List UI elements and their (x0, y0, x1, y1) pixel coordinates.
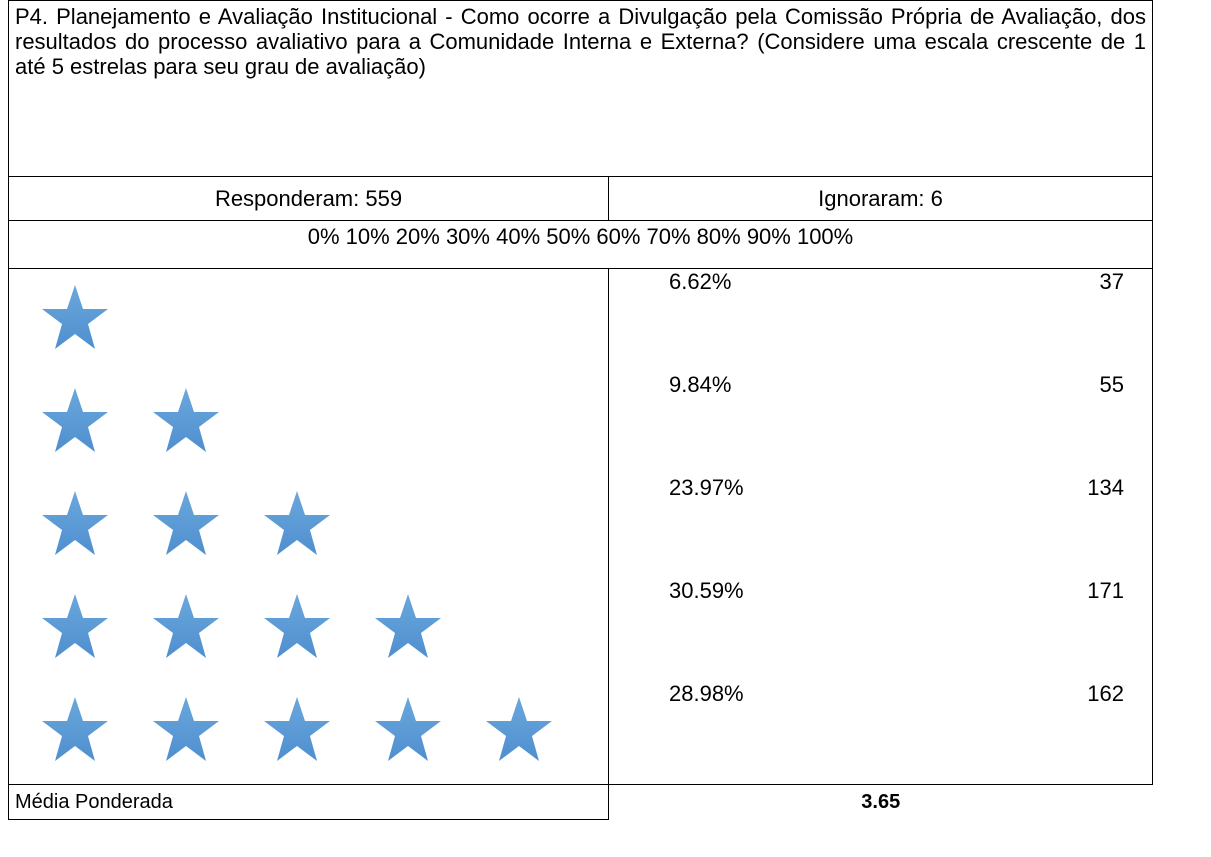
values: 23.97% 134 (609, 475, 1152, 578)
footer-label: Média Ponderada (8, 784, 609, 820)
row-count: 162 (1087, 681, 1124, 706)
survey-table: P4. Planejamento e Avaliação Institucion… (8, 0, 1153, 820)
star (264, 593, 330, 658)
star (42, 593, 108, 658)
stars-cell (8, 681, 609, 785)
star (42, 284, 108, 349)
stars (42, 490, 330, 555)
scale: 0% 10% 20% 30% 40% 50% 60% 70% 80% 90% 1… (8, 220, 1153, 269)
row-count: 55 (1099, 372, 1124, 397)
star (153, 593, 219, 658)
values-cell: 9.84% 55 (608, 372, 1153, 475)
stars (42, 284, 108, 349)
values: 6.62% 37 (609, 269, 1152, 372)
values-cell: 30.59% 171 (608, 578, 1153, 681)
stars-cell (8, 475, 609, 578)
row-percent: 23.97% (669, 475, 744, 500)
question-title: P4. Planejamento e Avaliação Institucion… (8, 0, 1153, 177)
stars (42, 387, 219, 452)
skipped: Ignoraram: 6 (608, 176, 1153, 221)
star (264, 490, 330, 555)
row-count: 134 (1087, 475, 1124, 500)
stars-cell (8, 578, 609, 681)
star (264, 696, 330, 761)
stars (42, 593, 441, 658)
star (486, 696, 552, 761)
stars-cell (8, 372, 609, 475)
star (375, 593, 441, 658)
row-count: 171 (1087, 578, 1124, 603)
values-cell: 6.62% 37 (608, 268, 1153, 372)
row-percent: 28.98% (669, 681, 744, 706)
stars (42, 696, 552, 761)
row-percent: 6.62% (669, 269, 732, 294)
star (42, 696, 108, 761)
values: 9.84% 55 (609, 372, 1152, 475)
star (42, 490, 108, 555)
rating-row: 28.98% 162 (8, 681, 1153, 785)
rating-row: 23.97% 134 (8, 475, 1153, 578)
star (375, 696, 441, 761)
stars-cell (8, 268, 609, 372)
rating-row: 30.59% 171 (8, 578, 1153, 681)
star (153, 490, 219, 555)
answered: Responderam: 559 (8, 176, 609, 221)
star (153, 387, 219, 452)
rating-row: 9.84% 55 (8, 372, 1153, 475)
values-cell: 28.98% 162 (608, 681, 1153, 785)
values: 28.98% 162 (609, 681, 1152, 784)
row-count: 37 (1099, 269, 1124, 294)
row-percent: 30.59% (669, 578, 744, 603)
star (42, 387, 108, 452)
row-percent: 9.84% (669, 372, 732, 397)
footer-value: 3.65 (608, 784, 1153, 820)
values-cell: 23.97% 134 (608, 475, 1153, 578)
values: 30.59% 171 (609, 578, 1152, 681)
rating-row: 6.62% 37 (8, 268, 1153, 372)
star (153, 696, 219, 761)
rating-rows: 6.62% 37 9.84% 55 23.97% 134 30.59% 171 28.98% 16… (8, 268, 1153, 785)
